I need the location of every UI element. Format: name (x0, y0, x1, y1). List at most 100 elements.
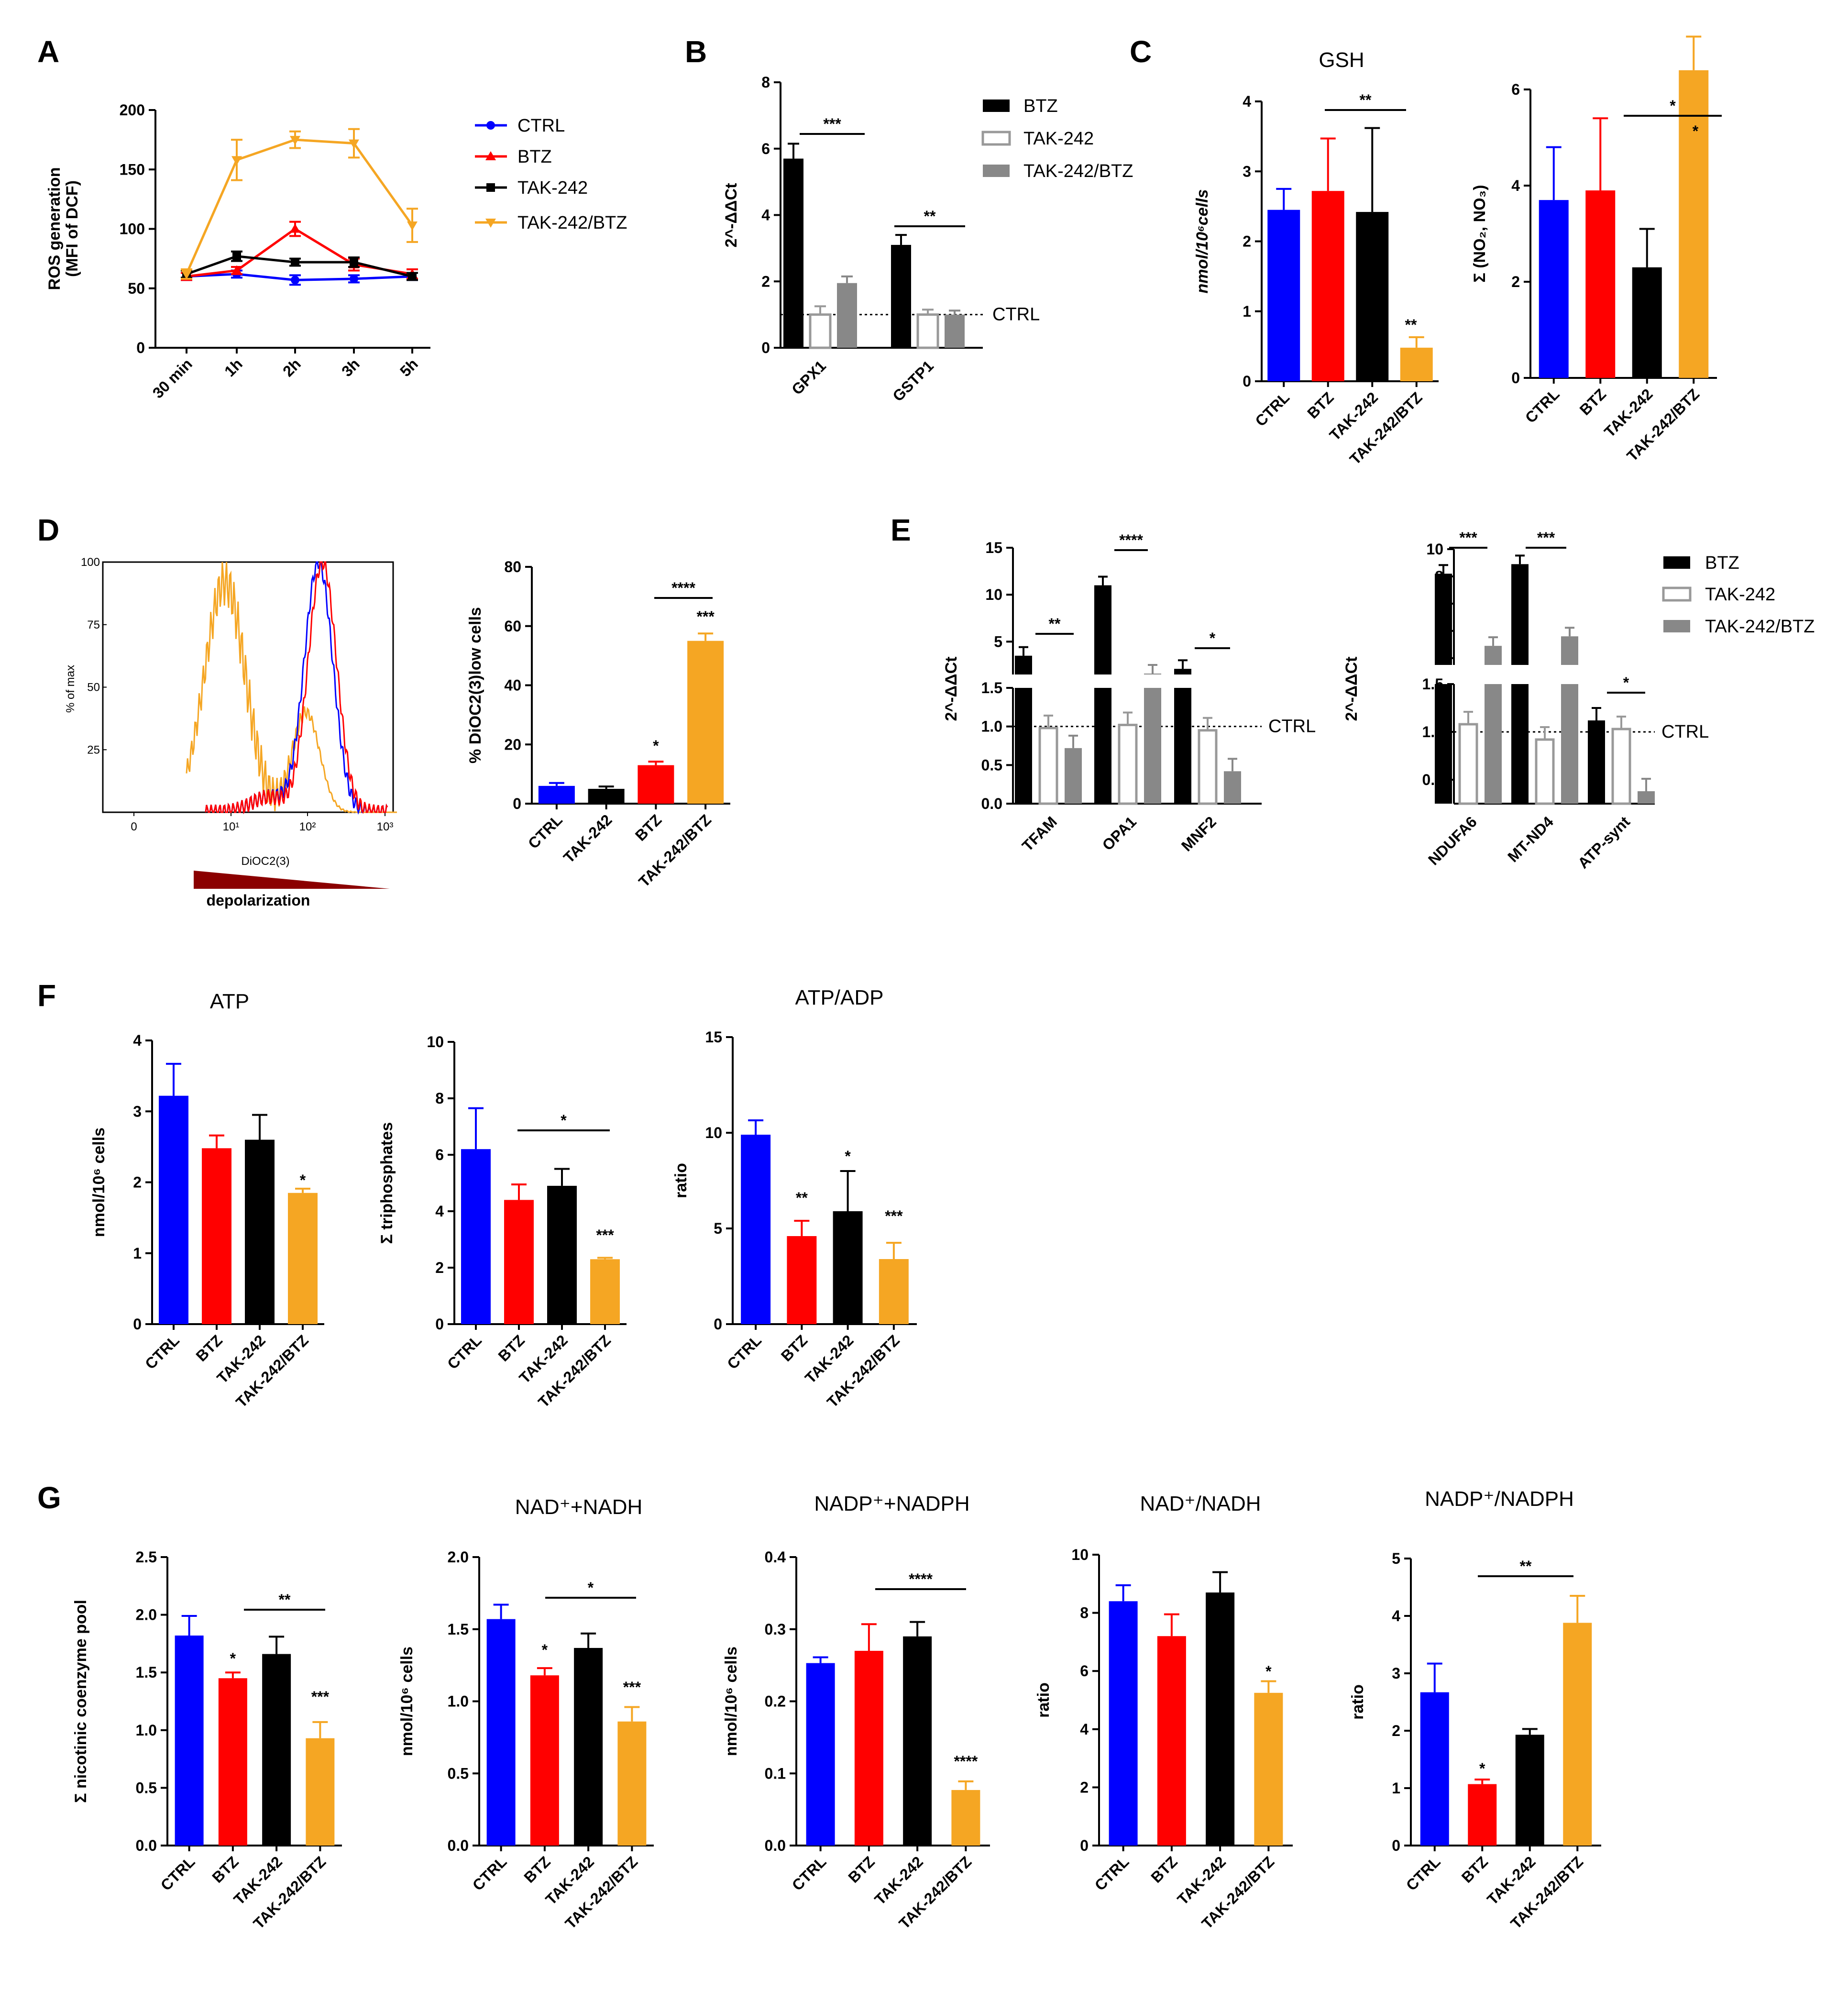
F3-bar-tak-242 (833, 1211, 863, 1324)
F1-bar-ctrl (159, 1095, 188, 1324)
G5-bar-btz (1468, 1784, 1497, 1846)
D_bar-bar-btz (638, 765, 674, 804)
B-bar-gpx1-tak-242-btz (837, 283, 857, 348)
G4-y-tick-label: 10 (1071, 1546, 1089, 1563)
F2-significance: * (561, 1112, 567, 1129)
G3-y-tick-label: 0.3 (765, 1621, 786, 1638)
A-point (291, 258, 299, 267)
C1-bar-ctrl (1267, 210, 1300, 381)
F2-bar-tak-242 (547, 1185, 577, 1324)
G2-title: NAD⁺+NADH (515, 1495, 643, 1519)
E2-legend-label: TAK-242 (1705, 585, 1775, 605)
G3-bar-ctrl (806, 1663, 835, 1846)
C2-y-tick-label: 2 (1511, 273, 1520, 290)
D-x-label: DiOC2(3) (241, 855, 289, 868)
G2-tak242btz-significance: *** (623, 1679, 641, 1696)
A-y-tick-label: 150 (120, 161, 145, 178)
G1-tak242btz-significance: *** (311, 1688, 330, 1705)
A-y-tick-label: 50 (128, 280, 145, 297)
E1-y-tick-label: 5 (994, 633, 1002, 650)
G2-y-label: nmol/10⁶ cells (398, 1647, 416, 1756)
B-legend-swatch (983, 99, 1010, 112)
G3-y-tick-label: 0.2 (765, 1693, 786, 1710)
E2-bar-ndufa6-upper (1485, 646, 1502, 665)
G5-y-tick-label: 0 (1392, 1837, 1400, 1854)
A-legend-label: CTRL (517, 116, 565, 136)
B-legend-label: TAK-242 (1023, 129, 1094, 149)
A-point (232, 252, 241, 261)
A-legend-label: TAK-242 (517, 178, 588, 198)
A-y-label-line-2: (MFI of DCF) (63, 180, 81, 277)
G4-y-tick-label: 6 (1080, 1662, 1089, 1680)
F3-y-tick-label: 15 (705, 1028, 722, 1046)
F3-y-tick-label: 5 (714, 1220, 722, 1237)
E2-legend-label: BTZ (1705, 553, 1739, 573)
A-point (181, 270, 192, 279)
D_bar-y-tick-label: 20 (504, 736, 521, 753)
F3-y-tick-label: 0 (714, 1316, 722, 1333)
F1-y-tick-label: 4 (133, 1032, 142, 1049)
C1-significance: ** (1360, 91, 1372, 109)
G1-significance: ** (279, 1591, 291, 1608)
C1-y-tick-label: 4 (1243, 93, 1251, 110)
E1-y-label: 2^-ΔΔCt (942, 657, 960, 721)
A-point (407, 221, 418, 231)
A-legend-marker (486, 183, 495, 192)
E2-legend-swatch (1663, 556, 1690, 569)
E1-mnf2-significance: * (1210, 630, 1216, 647)
C2-bar-btz (1585, 190, 1616, 378)
F2-y-tick-label: 6 (435, 1146, 444, 1163)
B-y-tick-label: 8 (761, 74, 770, 91)
G2-y-tick-label: 1.0 (448, 1693, 469, 1710)
A-y-tick-label: 0 (136, 339, 145, 356)
E1-y-tick-label: 0.5 (981, 756, 1002, 774)
C1-bar-btz (1311, 191, 1344, 381)
D-x-tick-label: 10³ (377, 820, 394, 833)
D_bar-y-tick-label: 0 (513, 795, 521, 812)
B-bar-gstp1-tak-242 (916, 313, 939, 349)
D-depolarization-wedge (194, 871, 390, 889)
B-y-tick-label: 0 (761, 339, 770, 356)
A-point (350, 274, 358, 283)
C1-y-tick-label: 2 (1243, 233, 1251, 250)
G2-btz-significance: * (542, 1641, 548, 1658)
E2-ctrl-label: CTRL (1661, 722, 1709, 742)
A-point (290, 223, 300, 233)
C2-bar-tak-242-btz (1679, 70, 1709, 378)
G4-y-tick-label: 0 (1080, 1837, 1089, 1854)
F1-y-label: nmol/10⁶ cells (90, 1128, 108, 1237)
G1-bar-ctrl (175, 1636, 204, 1846)
E2-bar-ndufa6-lower (1435, 684, 1452, 804)
D-y-tick-label: 50 (87, 681, 100, 694)
G4-tak242btz-significance: * (1265, 1663, 1272, 1680)
C1-bar-tak-242-btz (1400, 347, 1433, 381)
B-y-tick-label: 6 (761, 140, 770, 157)
G4-y-label: ratio (1034, 1682, 1053, 1718)
G1-bar-tak-242 (262, 1654, 291, 1846)
E2-bar-ndufa6-upper (1435, 574, 1452, 665)
C1-title: GSH (1319, 48, 1364, 72)
E2-bar-mt-nd4-lower (1561, 684, 1578, 804)
E1-bar-tfam (1065, 748, 1082, 804)
panel-label-d: D (37, 513, 59, 547)
C1-bar-tak-242 (1356, 212, 1389, 381)
D_bar-bar-tak-242-btz (687, 641, 724, 804)
G4-bar-tak-242-btz (1254, 1692, 1283, 1846)
D-hist-btz (205, 561, 388, 815)
F2-tak242btz-significance: *** (596, 1227, 614, 1244)
F3-tak242btz-significance: *** (885, 1207, 903, 1225)
F1-bar-tak-242 (245, 1139, 275, 1324)
G2-significance: * (588, 1579, 594, 1596)
E2-atp-synt-significance: * (1623, 674, 1629, 691)
D_bar-bar-tak-242 (588, 789, 625, 804)
F2-y-label: Σ triphosphates (378, 1122, 396, 1244)
F1-y-tick-label: 0 (133, 1316, 142, 1333)
B-legend-label: TAK-242/BTZ (1023, 161, 1133, 181)
F1-bar-tak-242-btz (288, 1193, 318, 1324)
A-legend-marker (485, 219, 496, 228)
G2-bar-btz (530, 1675, 559, 1846)
D-annotation: depolarization (207, 892, 310, 909)
G5-title: NADP⁺/NADPH (1425, 1487, 1574, 1511)
B-y-label: 2^-ΔΔCt (722, 183, 740, 248)
A-point (291, 276, 299, 285)
